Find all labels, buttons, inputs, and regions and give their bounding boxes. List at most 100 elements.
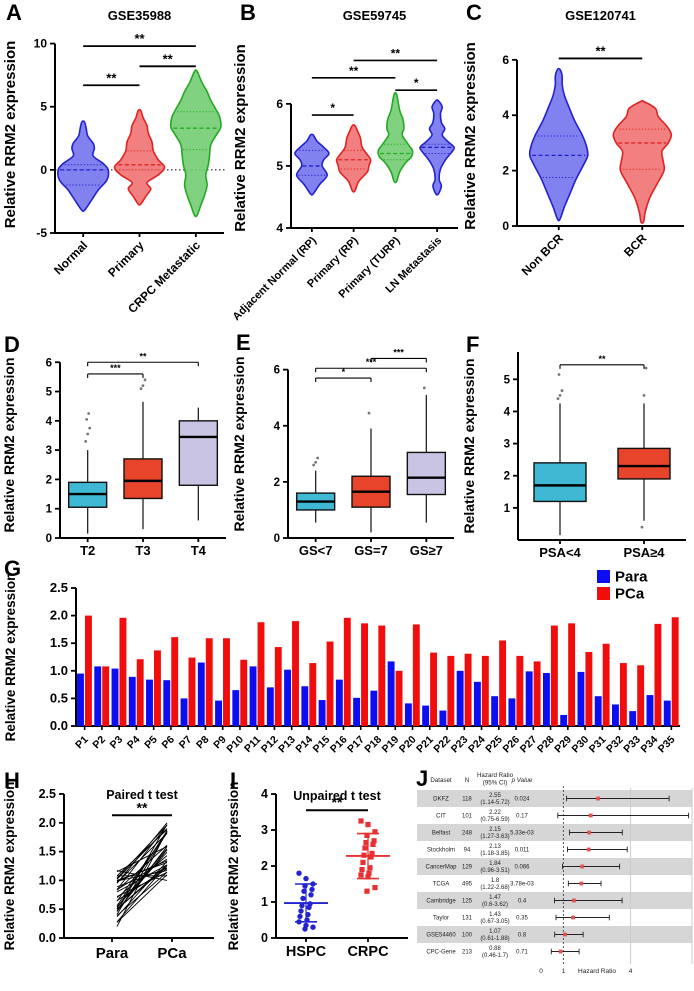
bar-pca-P8 <box>205 638 213 726</box>
svg-text:(1.14-5.72): (1.14-5.72) <box>480 800 509 806</box>
box-GS≥7 <box>406 386 447 523</box>
svg-text:(1.18-3.85): (1.18-3.85) <box>480 851 509 857</box>
bar-pca-P14 <box>309 663 317 726</box>
y-axis-label: Relative RRM2 expression <box>461 358 477 533</box>
bar-pca-P25 <box>499 640 507 726</box>
significance-label: ** <box>391 46 401 60</box>
bar-pca-P13 <box>292 621 299 726</box>
box-GS=7 <box>351 411 391 533</box>
chart-title: GSE35988 <box>108 8 172 23</box>
svg-text:0.0: 0.0 <box>50 718 68 733</box>
svg-text:(0.75-6.59): (0.75-6.59) <box>480 817 509 823</box>
forest-x-axis-label: Hazard Ratio <box>578 968 616 975</box>
y-axis: 0.0 0.5 1.0 1.5 2.0 2.5 <box>39 787 214 945</box>
box-PSA<4 <box>533 373 587 536</box>
bar-pca-P20 <box>412 624 420 726</box>
bar-pca-P35 <box>671 617 679 726</box>
bar-para-P23 <box>456 670 464 726</box>
svg-text:GSE54460: GSE54460 <box>426 933 456 939</box>
y-axis-label: Relative RRM2 expression <box>462 42 479 230</box>
svg-text:0: 0 <box>539 968 543 975</box>
svg-text:(0.46-1.7): (0.46-1.7) <box>482 953 508 959</box>
x-category-label: P6 <box>159 734 177 752</box>
forest-row-GSE54460: GSE54460 100 1.07(0.61-1.88) 0.8 <box>426 929 584 942</box>
forest-header: Dataset N Hazard Ratio(95% CI) p Value <box>430 772 533 787</box>
box-GS<7 <box>295 456 336 523</box>
svg-text:(0.96-3.51): (0.96-3.51) <box>480 868 509 874</box>
svg-text:0: 0 <box>502 219 509 233</box>
x-category-label: GS=7 <box>354 543 388 558</box>
bar-para-P25 <box>491 696 499 726</box>
x-category-label: P35 <box>656 734 678 756</box>
bar-para-P16 <box>335 679 343 726</box>
significance-label: ** <box>332 794 343 810</box>
chart-title: Unpaired t test <box>293 789 381 803</box>
violin-Non BCR <box>528 67 589 222</box>
svg-text:2: 2 <box>502 164 509 178</box>
svg-text:4: 4 <box>504 406 511 418</box>
significance-bracket: * <box>311 101 354 116</box>
svg-text:1.84: 1.84 <box>489 861 501 867</box>
bar-para-P29 <box>560 714 568 726</box>
svg-text:N: N <box>465 777 469 784</box>
svg-text:131: 131 <box>462 916 473 922</box>
svg-text:2.22: 2.22 <box>489 810 501 816</box>
bar-pca-P21 <box>430 652 438 726</box>
significance-bracket: ** <box>139 51 196 68</box>
svg-text:6: 6 <box>276 97 283 111</box>
hazard-ratio-marker <box>571 915 575 920</box>
bar-pca-P10 <box>240 659 248 726</box>
panel-e-chart-svg: 0 2 4 6 Relative RRM2 expression GS<7 GS=7 GS≥7… <box>231 347 454 558</box>
svg-text:5.33e-03: 5.33e-03 <box>510 831 534 837</box>
bar-para-P28 <box>542 673 550 726</box>
x-category-label: T3 <box>135 543 150 558</box>
bar-pca-P6 <box>171 637 179 726</box>
paired-lines <box>116 822 168 927</box>
bar-para-P9 <box>215 700 222 726</box>
bar-para-P21 <box>422 705 430 726</box>
row-band <box>417 790 692 807</box>
bar-pca-P26 <box>516 655 524 726</box>
svg-text:0.024: 0.024 <box>514 797 530 803</box>
forest-row-CPC-Gene: CPC-Gene 213 0.88(0.46-1.7) 0.71 <box>426 946 580 959</box>
svg-text:129: 129 <box>462 865 473 871</box>
bar-pca-P22 <box>447 655 455 726</box>
bar-pca-P34 <box>654 623 662 726</box>
svg-text:(0.67-3.05): (0.67-3.05) <box>480 919 509 925</box>
significance-bracket: ** <box>83 31 196 48</box>
forest-row-Stockholm: Stockholm 94 2.13(1.18-3.85) 0.011 <box>427 844 628 857</box>
panel-j-forest-plot: J Dataset N Hazard Ratio (95% CI) p Value DKF… <box>415 768 694 991</box>
svg-text:5: 5 <box>46 387 53 399</box>
svg-text:0.88: 0.88 <box>489 946 501 952</box>
box-T3 <box>123 378 163 530</box>
significance-label: *** <box>110 363 121 373</box>
svg-text:4: 4 <box>276 221 283 235</box>
svg-text:-5: -5 <box>36 226 47 240</box>
hazard-ratio-marker <box>558 949 563 954</box>
bar-pca-P9 <box>223 638 230 726</box>
hazard-ratio-marker <box>579 881 584 886</box>
x-category-label: Primary <box>105 238 147 280</box>
hazard-ratio-marker <box>572 898 576 903</box>
svg-text:1: 1 <box>504 503 511 515</box>
x-category-label: PSA<4 <box>539 545 581 560</box>
bar-pca-P5 <box>154 650 161 726</box>
svg-text:CIT: CIT <box>436 814 446 820</box>
legend-label-Para: Para <box>615 569 648 586</box>
panel-a-letter: A <box>6 0 22 25</box>
x-category-label: P5 <box>142 734 160 752</box>
legend-swatch-PCa <box>597 587 610 600</box>
svg-text:CancerMap: CancerMap <box>425 865 457 871</box>
significance-bracket: ** <box>559 354 645 369</box>
x-category-label: GS≥7 <box>410 543 443 558</box>
bar-para-P32 <box>612 704 619 726</box>
bar-para-P4 <box>128 676 136 726</box>
y-axis-label: Relative RRM2 expression <box>231 356 247 531</box>
panel-i-letter: I <box>230 768 237 793</box>
panel-f-box-chart: F 1 2 3 4 5 Relative RRM2 expression PSA<4 PSA≥… <box>460 330 694 560</box>
chart-title: GSE59745 <box>343 8 407 23</box>
bar-para-P5 <box>146 679 153 726</box>
panel-b-letter: B <box>240 0 256 25</box>
bar-pca-P28 <box>550 625 558 726</box>
